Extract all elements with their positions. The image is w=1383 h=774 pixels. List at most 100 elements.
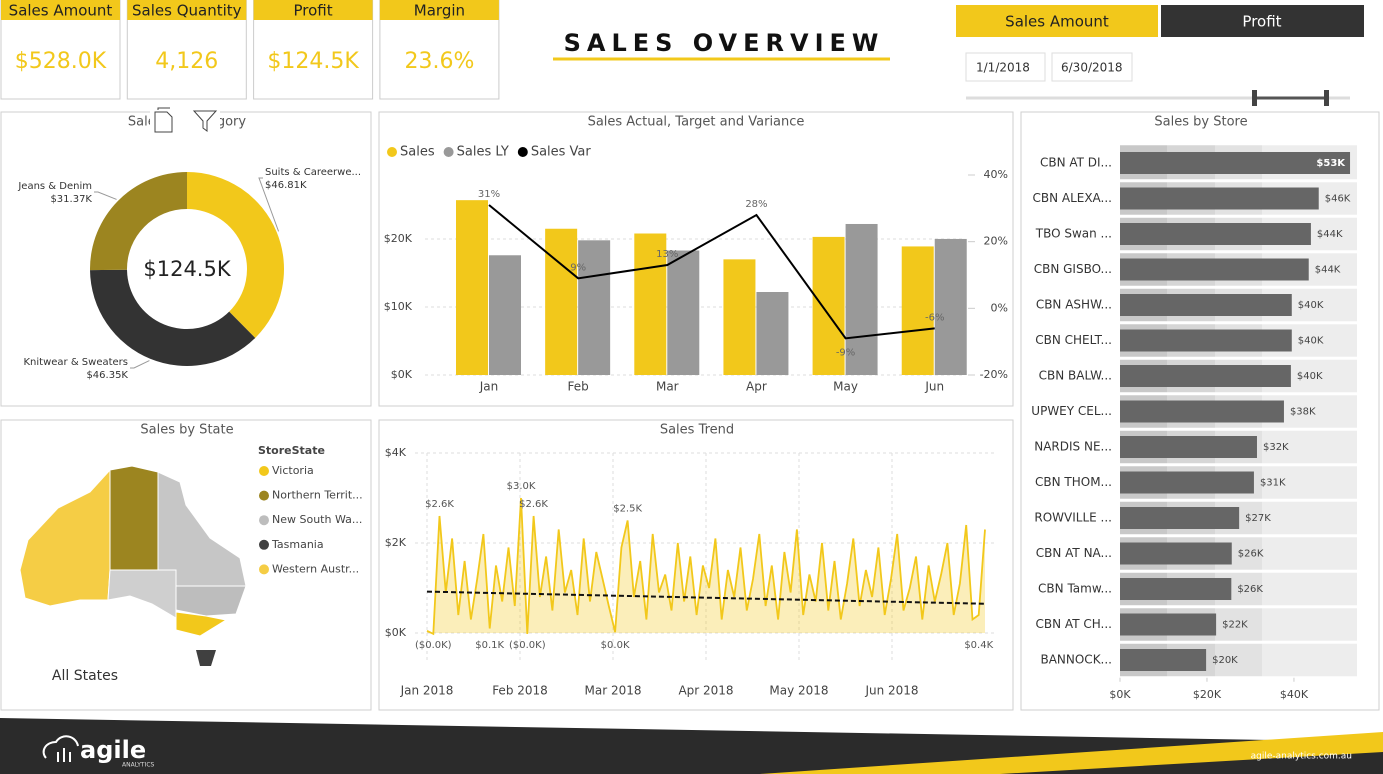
data-label: $2.6K (425, 499, 454, 510)
x-tick-label: Jun 2018 (864, 684, 918, 698)
data-label: $2.5K (613, 504, 642, 515)
data-label: $2.6K (519, 499, 548, 510)
variance-line (488, 204, 935, 340)
bar (934, 238, 967, 375)
legend-title: StoreState (258, 444, 325, 457)
kpi-value: 23.6% (404, 49, 474, 74)
x-tick-label: Mar (656, 380, 679, 394)
bar (1120, 365, 1291, 387)
y2-tick-label: 20% (984, 235, 1008, 248)
filter-icon[interactable] (192, 110, 218, 132)
data-label: $22K (1222, 620, 1248, 631)
data-label: $0.1K (475, 640, 504, 651)
toggle-sales[interactable] (956, 5, 1158, 37)
x-tick-label: May (833, 380, 858, 394)
icon-bg (150, 108, 220, 136)
legend-swatch (443, 147, 454, 157)
toggle-label[interactable]: Sales Amount (1005, 13, 1109, 31)
panel-title: Sales Trend (660, 423, 734, 438)
kpi-header (127, 0, 247, 20)
slider-handle[interactable] (1324, 90, 1329, 106)
x-tick-label: Mar 2018 (585, 684, 642, 698)
x-tick-label: Jan (479, 380, 499, 394)
panel-title: Sales by State (140, 423, 233, 438)
y-tick-label: CBN GISBO... (1034, 262, 1112, 276)
y-tick-label: BANNOCK... (1040, 653, 1112, 667)
x-tick-label: Jun (924, 380, 944, 394)
y-tick-label: NARDIS NE... (1034, 440, 1112, 454)
leader-line (130, 360, 150, 369)
y2-tick-label: 40% (984, 168, 1008, 181)
trendline (426, 590, 986, 605)
data-label: $31K (1260, 478, 1286, 489)
x-tick-label: Apr (746, 380, 767, 394)
australia-map (19, 465, 247, 666)
x-tick-label: $0K (1109, 688, 1131, 701)
bar (1120, 436, 1257, 458)
footer-url: agile-analytics.com.au (1251, 752, 1352, 762)
x-tick-label: Apr 2018 (678, 684, 733, 698)
y-tick-label: ROWVILLE ... (1034, 511, 1112, 525)
y-tick-label: $0K (391, 368, 413, 381)
slice-label: Suits & Careerwe... (265, 167, 361, 178)
panel-title: Sales Actual, Target and Variance (588, 115, 805, 130)
date-end[interactable] (1051, 52, 1133, 82)
legend-label: Sales LY (457, 145, 509, 160)
kpi-label: Sales Quantity (132, 2, 242, 20)
kpi-value: $124.5K (267, 49, 359, 74)
date-text[interactable]: 1/1/2018 (976, 61, 1030, 75)
y-tick-label: CBN AT NA... (1036, 546, 1112, 560)
toggle-label[interactable]: Profit (1242, 13, 1281, 31)
y-tick-label: $0K (385, 626, 407, 639)
x-tick-label: Jan 2018 (400, 684, 454, 698)
bar (1120, 294, 1292, 316)
bar (667, 250, 700, 375)
data-label: $26K (1237, 584, 1263, 595)
y-tick-label: CBN AT DI... (1040, 156, 1112, 170)
bar (723, 259, 756, 375)
y-tick-label: $20K (384, 232, 413, 245)
trend-panel (378, 419, 1014, 711)
data-label: 28% (745, 199, 767, 210)
data-label: $20K (1212, 655, 1238, 666)
bar (634, 233, 667, 375)
y-tick-label: $2K (385, 536, 407, 549)
y-tick-label: $10K (384, 300, 413, 313)
y-tick-label: CBN CHELT... (1035, 333, 1112, 347)
data-label: $3.0K (507, 481, 536, 492)
slice-label: Knitwear & Sweaters (23, 357, 128, 368)
bar (456, 200, 488, 375)
slider-handle[interactable] (1252, 90, 1257, 106)
bar (489, 255, 521, 375)
date-text[interactable]: 6/30/2018 (1061, 61, 1123, 75)
copy-icon[interactable] (154, 107, 173, 133)
legend-swatch (259, 539, 269, 550)
data-label: $40K (1297, 371, 1323, 382)
kpi-header (253, 0, 373, 20)
donut-slice (90, 269, 256, 366)
bar (1120, 613, 1217, 636)
data-label: $26K (1238, 549, 1264, 560)
legend-label: Tasmania (271, 538, 324, 551)
bar (812, 236, 845, 375)
toggle-profit[interactable] (1161, 5, 1364, 37)
page-title: SALES OVERVIEW (564, 29, 885, 57)
legend-swatch (259, 564, 269, 575)
donut-slice (90, 172, 187, 271)
bar (901, 246, 934, 375)
donut-center: $124.5K (143, 257, 231, 281)
x-tick-label: Feb (568, 380, 589, 394)
legend-swatch (259, 515, 269, 526)
bar (1120, 507, 1240, 529)
y-tick-label: TBO Swan ... (1035, 227, 1112, 241)
y-tick-label: $4K (385, 446, 407, 459)
leader-line (94, 191, 117, 200)
y-tick-label: CBN BALW... (1039, 369, 1112, 383)
bar (1120, 471, 1254, 494)
kpi-value: $528.0K (15, 49, 107, 74)
logo-icon (42, 735, 79, 762)
kpi-label: Sales Amount (9, 2, 113, 20)
legend-label: Sales (400, 145, 435, 160)
data-label: $53K (1316, 158, 1346, 169)
date-start[interactable] (965, 52, 1046, 82)
